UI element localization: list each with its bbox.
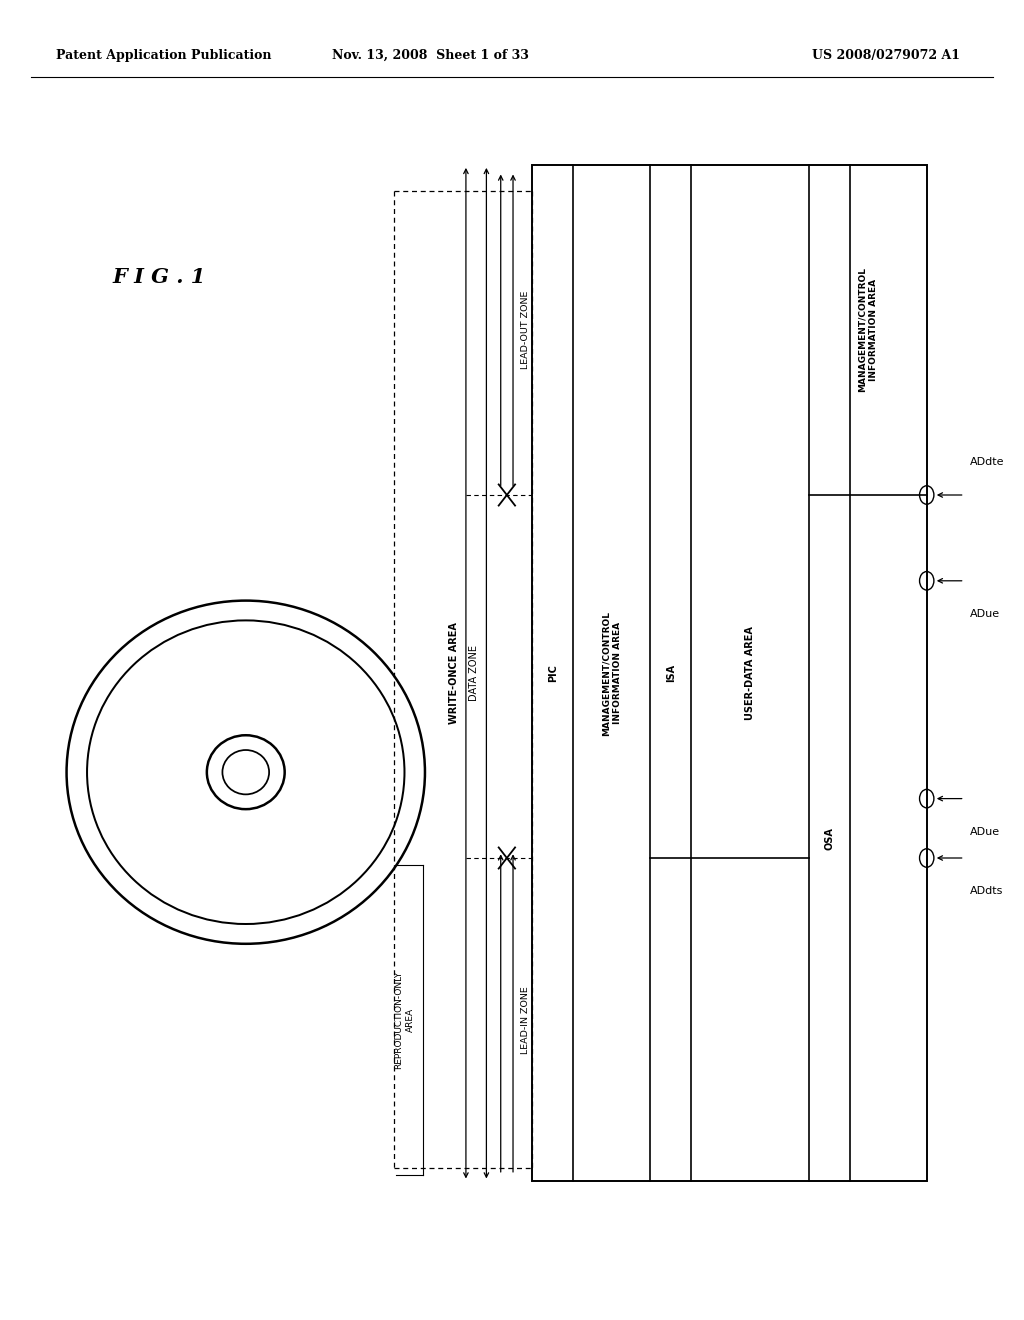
Text: MANAGEMENT/CONTROL
INFORMATION AREA: MANAGEMENT/CONTROL INFORMATION AREA	[858, 268, 878, 392]
Text: WRITE-ONCE AREA: WRITE-ONCE AREA	[449, 622, 459, 725]
Text: PIC: PIC	[548, 664, 558, 682]
Text: ADue: ADue	[970, 826, 999, 837]
Text: ADue: ADue	[970, 609, 999, 619]
Text: LEAD-IN ZONE: LEAD-IN ZONE	[521, 986, 529, 1053]
Text: DATA ZONE: DATA ZONE	[469, 645, 479, 701]
Text: ISA: ISA	[666, 664, 676, 682]
Text: LEAD-OUT ZONE: LEAD-OUT ZONE	[521, 290, 529, 370]
Text: OSA: OSA	[824, 826, 835, 850]
Text: REPRODUCTION-ONLY
AREA: REPRODUCTION-ONLY AREA	[394, 970, 415, 1069]
Text: ADdts: ADdts	[970, 886, 1004, 896]
Bar	[532, 165, 927, 1181]
Text: US 2008/0279072 A1: US 2008/0279072 A1	[812, 49, 959, 62]
Text: Patent Application Publication: Patent Application Publication	[56, 49, 271, 62]
Text: F I G . 1: F I G . 1	[112, 267, 206, 288]
Text: USER-DATA AREA: USER-DATA AREA	[745, 626, 755, 721]
Text: MANAGEMENT/CONTROL
INFORMATION AREA: MANAGEMENT/CONTROL INFORMATION AREA	[602, 611, 622, 735]
Text: ADdte: ADdte	[970, 457, 1005, 467]
Text: Nov. 13, 2008  Sheet 1 of 33: Nov. 13, 2008 Sheet 1 of 33	[332, 49, 528, 62]
